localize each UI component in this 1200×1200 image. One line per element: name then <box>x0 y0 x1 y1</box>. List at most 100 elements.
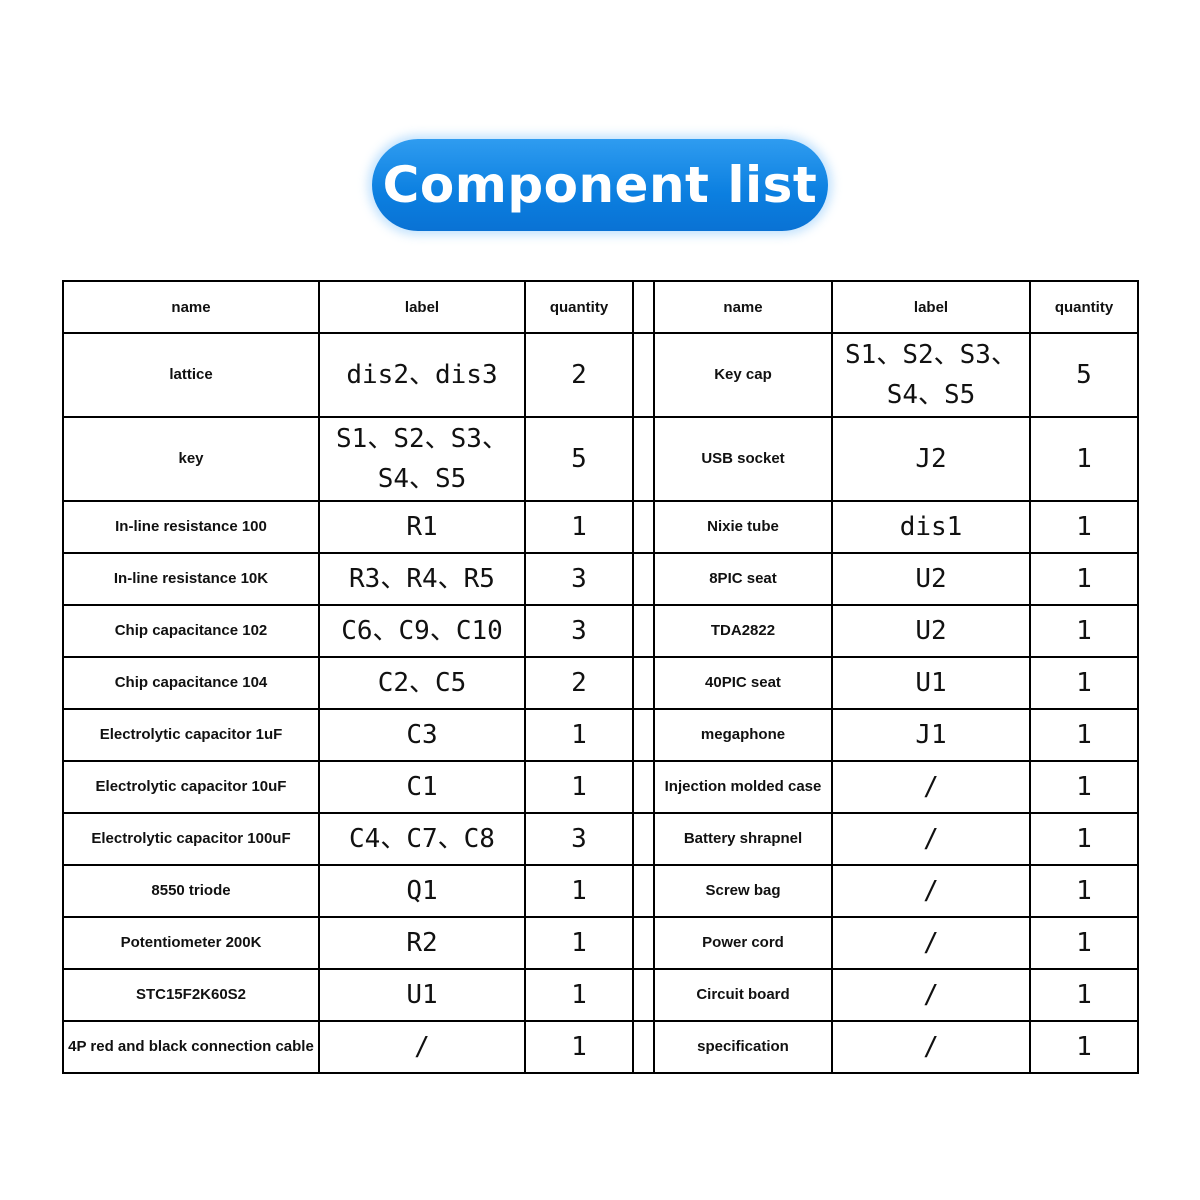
component-name: Electrolytic capacitor 10uF <box>62 760 320 814</box>
component-quantity: 2 <box>524 332 634 418</box>
table-row: lattice dis2、dis3 2 Key cap S1、S2、S3、S4、S5 5 <box>62 332 1139 418</box>
component-quantity: 2 <box>524 656 634 710</box>
component-label: C3 <box>318 708 526 762</box>
header-quantity: quantity <box>524 280 634 334</box>
column-divider <box>632 1020 655 1074</box>
column-divider <box>632 916 655 970</box>
component-name: Nixie tube <box>653 500 833 554</box>
table-row: Electrolytic capacitor 10uF C1 1 Injection … <box>62 760 1139 814</box>
component-name: 4P red and black connection cable <box>62 1020 320 1074</box>
component-label: / <box>831 1020 1031 1074</box>
component-name: TDA2822 <box>653 604 833 658</box>
table-row: Chip capacitance 102 C6、C9、C10 3 TDA2822 U2 1 <box>62 604 1139 658</box>
component-label: / <box>831 968 1031 1022</box>
component-label: R1 <box>318 500 526 554</box>
component-label: R2 <box>318 916 526 970</box>
table-row: STC15F2K60S2 U1 1 Circuit board/1 <box>62 968 1139 1022</box>
component-name: In-line resistance 100 <box>62 500 320 554</box>
component-label: C2、C5 <box>318 656 526 710</box>
column-divider <box>632 332 655 418</box>
component-quantity: 1 <box>1029 812 1139 866</box>
component-name: 8550 triode <box>62 864 320 918</box>
component-name: In-line resistance 10K <box>62 552 320 606</box>
component-quantity: 3 <box>524 552 634 606</box>
component-quantity: 1 <box>524 864 634 918</box>
component-quantity: 1 <box>524 916 634 970</box>
component-name: Key cap <box>653 332 833 418</box>
component-name: megaphone <box>653 708 833 762</box>
component-label: U2 <box>831 552 1031 606</box>
component-label: Q1 <box>318 864 526 918</box>
component-label: C6、C9、C10 <box>318 604 526 658</box>
header-row: name label quantity name label quantity <box>62 280 1139 334</box>
component-name: Electrolytic capacitor 1uF <box>62 708 320 762</box>
component-name: Chip capacitance 104 <box>62 656 320 710</box>
component-quantity: 1 <box>1029 864 1139 918</box>
component-name: STC15F2K60S2 <box>62 968 320 1022</box>
component-quantity: 1 <box>1029 552 1139 606</box>
component-name: Battery shrapnel <box>653 812 833 866</box>
component-quantity: 1 <box>524 1020 634 1074</box>
component-label: C1 <box>318 760 526 814</box>
component-label: S1、S2、S3、S4、S5 <box>831 332 1031 418</box>
component-label: dis1 <box>831 500 1031 554</box>
header-name: name <box>62 280 320 334</box>
component-name: Screw bag <box>653 864 833 918</box>
table-row: 8550 triode Q1 1 Screw bag/1 <box>62 864 1139 918</box>
column-divider <box>632 656 655 710</box>
component-label: R3、R4、R5 <box>318 552 526 606</box>
component-name: Circuit board <box>653 968 833 1022</box>
component-label: J1 <box>831 708 1031 762</box>
component-quantity: 1 <box>524 968 634 1022</box>
component-label: S1、S2、S3、S4、S5 <box>318 416 526 502</box>
component-name: Electrolytic capacitor 100uF <box>62 812 320 866</box>
component-quantity: 3 <box>524 604 634 658</box>
component-quantity: 5 <box>524 416 634 502</box>
component-name: 40PIC seat <box>653 656 833 710</box>
column-divider <box>632 760 655 814</box>
column-divider <box>632 604 655 658</box>
table-row: Chip capacitance 104 C2、C5 2 40PIC seat U1 1 <box>62 656 1139 710</box>
component-name: 8PIC seat <box>653 552 833 606</box>
component-quantity: 1 <box>1029 416 1139 502</box>
column-divider <box>632 708 655 762</box>
table-row: Electrolytic capacitor 1uF C3 1 megaphone J1… <box>62 708 1139 762</box>
table-row: Electrolytic capacitor 100uF C4、C7、C8 3 Bat… <box>62 812 1139 866</box>
component-name: Potentiometer 200K <box>62 916 320 970</box>
component-label: / <box>831 864 1031 918</box>
component-name: Chip capacitance 102 <box>62 604 320 658</box>
column-divider <box>632 416 655 502</box>
component-quantity: 3 <box>524 812 634 866</box>
component-label: / <box>831 760 1031 814</box>
header-quantity: quantity <box>1029 280 1139 334</box>
component-quantity: 1 <box>1029 1020 1139 1074</box>
table-row: In-line resistance 100 R1 1 Nixie tube dis1 1 <box>62 500 1139 554</box>
component-quantity: 1 <box>1029 968 1139 1022</box>
component-label: / <box>831 916 1031 970</box>
component-name: Power cord <box>653 916 833 970</box>
component-label: dis2、dis3 <box>318 332 526 418</box>
component-label: U1 <box>318 968 526 1022</box>
component-name: key <box>62 416 320 502</box>
header-label: label <box>831 280 1031 334</box>
component-label: U1 <box>831 656 1031 710</box>
component-quantity: 1 <box>1029 916 1139 970</box>
component-label: J2 <box>831 416 1031 502</box>
page-title: Component list <box>372 139 828 231</box>
component-quantity: 1 <box>524 500 634 554</box>
component-quantity: 1 <box>524 708 634 762</box>
component-label: C4、C7、C8 <box>318 812 526 866</box>
component-quantity: 1 <box>1029 604 1139 658</box>
component-quantity: 1 <box>1029 760 1139 814</box>
component-label: / <box>318 1020 526 1074</box>
component-quantity: 1 <box>1029 656 1139 710</box>
component-quantity: 1 <box>1029 708 1139 762</box>
component-name: USB socket <box>653 416 833 502</box>
component-name: lattice <box>62 332 320 418</box>
column-divider <box>632 812 655 866</box>
table-row: 4P red and black connection cable/1 speci… <box>62 1020 1139 1074</box>
component-quantity: 1 <box>524 760 634 814</box>
component-quantity: 1 <box>1029 500 1139 554</box>
component-label: U2 <box>831 604 1031 658</box>
column-divider <box>632 864 655 918</box>
